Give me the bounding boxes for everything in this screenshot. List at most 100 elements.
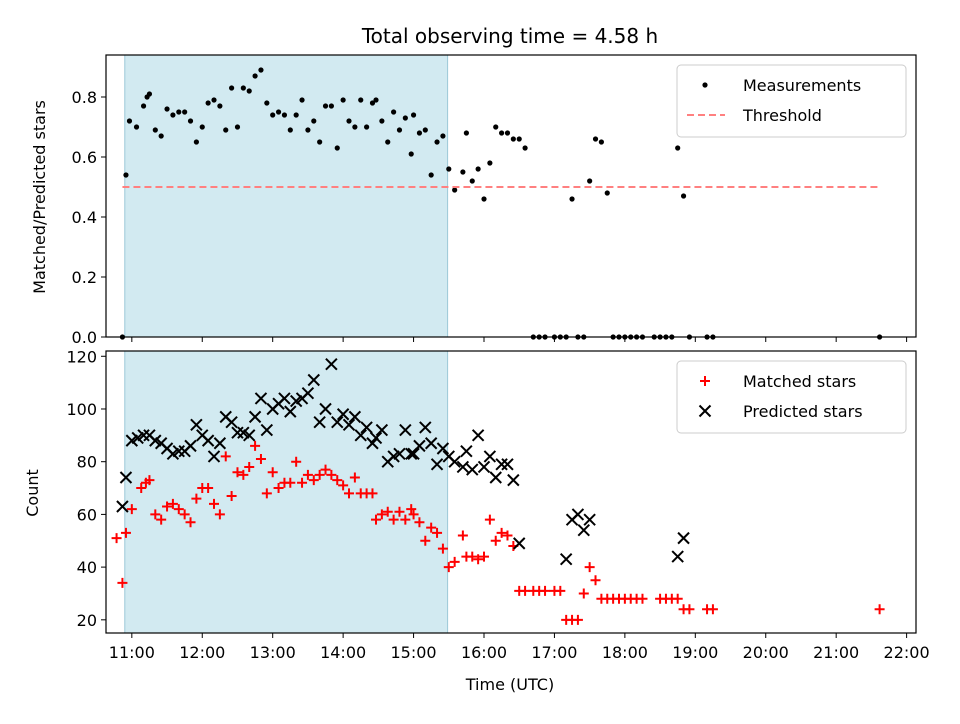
- predicted-stars-point: [507, 473, 520, 487]
- measurements-point: [434, 139, 440, 145]
- predicted-stars-point: [583, 513, 596, 526]
- top-y-axis-label: Matched/Predicted stars: [30, 100, 49, 294]
- predicted-stars-point: [307, 373, 320, 387]
- matched-stars-point: [874, 604, 885, 615]
- predicted-stars-point: [448, 455, 461, 468]
- measurements-point: [234, 124, 241, 130]
- matched-stars-point: [297, 477, 308, 488]
- predicted-stars-point: [375, 423, 389, 437]
- matched-stars-point: [302, 469, 313, 480]
- measurements-point: [193, 139, 199, 145]
- legend-label: Measurements: [743, 76, 861, 95]
- predicted-stars-point: [225, 415, 238, 429]
- measurements-point: [199, 124, 205, 130]
- measurements-point: [469, 178, 475, 184]
- measurements-point: [123, 172, 129, 178]
- matched-stars-point: [308, 475, 319, 486]
- measurements-point: [510, 136, 516, 142]
- legend-box: [676, 64, 907, 138]
- measurements-point: [211, 97, 217, 103]
- legend-label: Threshold: [742, 106, 822, 125]
- measurements-point: [369, 100, 376, 106]
- matched-stars-point: [120, 527, 131, 538]
- measurements-point: [391, 109, 397, 115]
- predicted-stars-point: [248, 410, 262, 424]
- measurements-point: [493, 124, 499, 130]
- matched-stars-point: [173, 504, 184, 515]
- legend-dot-swatch: [702, 82, 708, 88]
- matched-stars-point: [220, 451, 231, 462]
- predicted-stars-point: [501, 458, 514, 471]
- measurements-point: [428, 172, 434, 178]
- measurements-point: [258, 67, 264, 73]
- predicted-stars-point: [430, 458, 444, 471]
- matched-stars-point: [426, 522, 437, 533]
- matched-stars-point: [344, 488, 354, 499]
- measurements-point: [264, 100, 270, 106]
- measurements-point: [379, 118, 385, 124]
- matched-stars-point: [209, 498, 219, 509]
- predicted-stars-point: [419, 421, 432, 434]
- matched-stars-point: [250, 440, 261, 451]
- legend-plus-swatch: [700, 376, 710, 386]
- x-tick-label: 22:00: [884, 643, 930, 662]
- matched-stars-point: [136, 483, 147, 494]
- predicted-stars-point: [671, 550, 684, 563]
- matched-stars-point: [578, 588, 589, 599]
- matched-stars-point: [150, 509, 161, 520]
- measurements-point: [475, 166, 481, 172]
- measurements-point: [217, 103, 223, 109]
- matched-stars-point: [156, 514, 167, 525]
- matched-stars-point: [496, 527, 507, 538]
- legend-box: [676, 360, 907, 434]
- measurements-point: [252, 73, 258, 79]
- measurements-point: [452, 187, 458, 193]
- predicted-stars-point: [254, 392, 268, 405]
- matched-stars-point: [191, 493, 202, 504]
- measurements-point: [229, 85, 235, 91]
- x-axis-label: Time (UTC): [465, 675, 554, 694]
- matched-stars-point: [473, 554, 484, 565]
- legend-label: Predicted stars: [743, 402, 863, 421]
- predicted-stars-point: [399, 423, 412, 437]
- predicted-stars-point: [190, 418, 203, 432]
- matched-stars-point: [584, 562, 595, 573]
- measurements-point: [385, 139, 391, 145]
- x-tick-label: 14:00: [320, 643, 366, 662]
- matched-stars-point: [267, 467, 278, 478]
- predicted-stars-point: [301, 386, 315, 400]
- matched-stars-point: [285, 477, 296, 488]
- measurements-point: [164, 106, 170, 112]
- matched-stars-point: [314, 469, 325, 480]
- measurements-point: [396, 127, 403, 133]
- y-tick-label: 0.8: [72, 88, 97, 107]
- measurements-point: [592, 136, 599, 142]
- matched-stars-point: [457, 530, 468, 541]
- plot-frame: [105, 54, 917, 338]
- predicted-stars-point: [407, 447, 420, 460]
- measurements-point: [604, 190, 610, 196]
- measurements-point: [516, 136, 522, 142]
- y-tick-label: 0.4: [72, 208, 97, 227]
- measurements-point: [408, 151, 414, 157]
- predicted-stars-point: [559, 552, 573, 566]
- measurements-point: [499, 130, 505, 136]
- matched-stars-point: [432, 527, 443, 538]
- matched-stars-point: [349, 472, 360, 483]
- predicted-stars-point: [119, 471, 133, 484]
- measurements-point: [205, 100, 211, 106]
- matched-stars-point: [590, 575, 601, 586]
- measurements-point: [587, 178, 593, 184]
- measurements-point: [299, 97, 305, 103]
- top-panel: 0.0 0.2 0.4 0.6 0.8 Measurements Threshold: [72, 54, 917, 347]
- measurements-point: [246, 88, 252, 94]
- measurements-point: [275, 109, 282, 115]
- measurements-point: [176, 109, 182, 115]
- predicted-stars-point: [184, 439, 197, 453]
- matched-stars-point: [185, 517, 196, 528]
- measurements-point: [358, 97, 364, 103]
- predicted-stars-point: [471, 429, 485, 442]
- matched-stars-point: [111, 533, 122, 544]
- predicted-stars-point: [489, 471, 502, 484]
- x-tick-label: 12:00: [179, 643, 225, 662]
